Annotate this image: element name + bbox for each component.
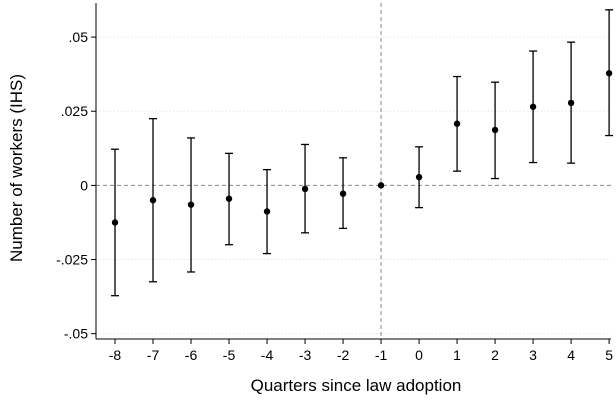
axes: [95, 3, 611, 340]
x-tick-label: 4: [567, 347, 575, 363]
x-tick-label: -8: [109, 347, 122, 363]
x-axis-title: Quarters since law adoption: [251, 376, 462, 395]
point-estimate: [605, 70, 613, 77]
x-tick-label: 5: [605, 347, 613, 363]
x-tick-label: 1: [453, 347, 461, 363]
x-tick-label: -6: [185, 347, 198, 363]
y-tick-label: .05: [69, 29, 89, 45]
point-estimate: [339, 190, 347, 197]
reference-lines: [96, 3, 611, 339]
x-tick-label: -1: [375, 347, 388, 363]
x-tick-label: -7: [147, 347, 160, 363]
y-tick-label: 0: [80, 177, 88, 193]
y-axis-title: Number of workers (IHS): [7, 74, 26, 262]
point-estimate: [529, 103, 537, 110]
point-estimate: [567, 99, 575, 107]
x-tick-label: -2: [337, 347, 350, 363]
x-tick-label: -3: [299, 347, 312, 363]
point-estimate: [491, 126, 499, 134]
y-tick-label: .025: [61, 103, 88, 119]
point-estimate: [149, 197, 157, 204]
y-axis-ticks: -.05 -.025 0 .025 .05: [56, 29, 96, 342]
point-estimate: [301, 185, 309, 193]
point-estimate: [263, 208, 271, 215]
point-estimate: [187, 201, 195, 208]
y-tick-label: -.025: [56, 252, 88, 268]
point-estimate: [415, 173, 423, 181]
x-axis-ticks: -8 -7 -6 -5 -4 -3 -2 -1 0 1 2 3 4 5: [109, 339, 613, 363]
point-estimates: [111, 70, 613, 226]
x-tick-label: -5: [223, 347, 236, 363]
x-tick-label: 0: [415, 347, 423, 363]
y-tick-label: -.05: [64, 326, 88, 342]
point-estimate: [111, 219, 119, 226]
x-tick-label: -4: [261, 347, 274, 363]
point-estimate: [453, 120, 461, 127]
point-estimate: [225, 195, 233, 202]
x-tick-label: 2: [491, 347, 499, 363]
x-tick-label: 3: [529, 347, 537, 363]
point-estimate: [377, 182, 385, 189]
